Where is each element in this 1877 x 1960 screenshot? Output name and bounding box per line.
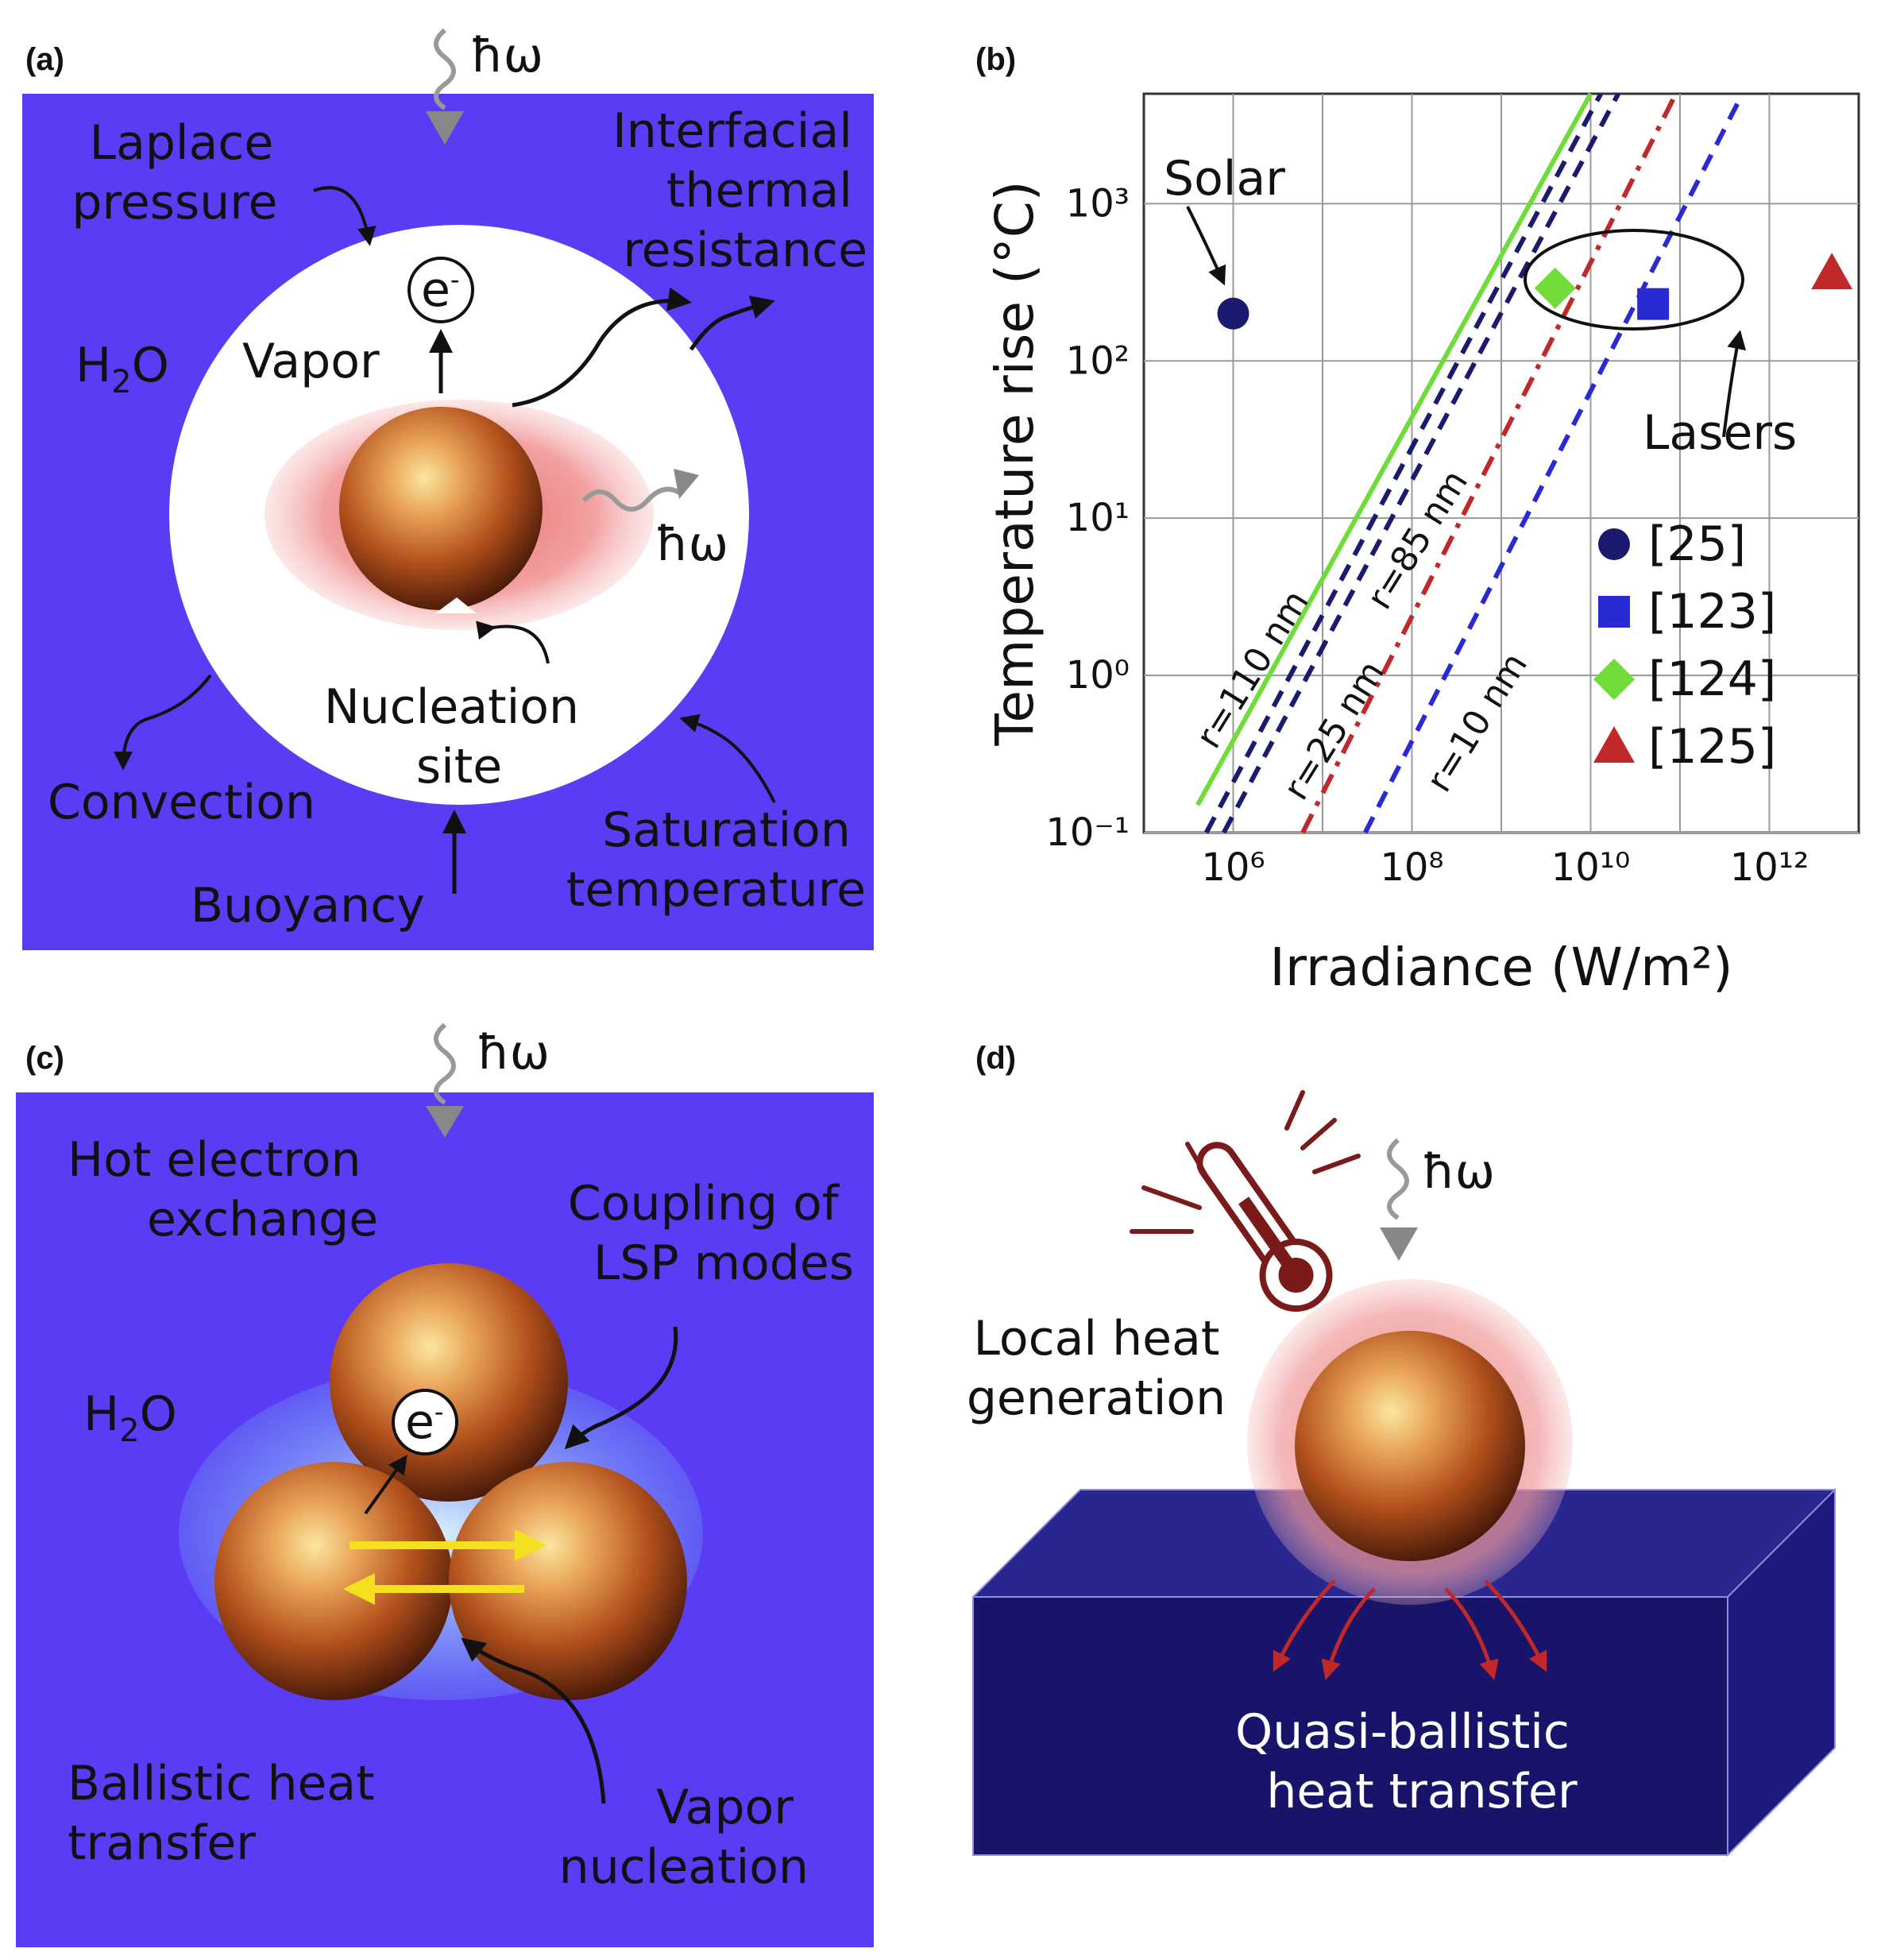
lasers-annotation: Lasers [1643, 405, 1797, 461]
legend: [25] [123] [124] [125] [1593, 516, 1776, 775]
legend-label: [25] [1648, 516, 1746, 572]
legend-marker [1593, 659, 1635, 700]
hot-electron-label: Hot electron exchange [68, 1132, 378, 1247]
y-tick-label: 10² [1066, 338, 1130, 383]
coupling-label: Coupling of LSP modes [568, 1176, 854, 1291]
series-line [1363, 92, 1745, 834]
water-label-c: H2O [83, 1386, 177, 1449]
x-tick-label: 10¹² [1730, 845, 1809, 890]
photon-icon-d [1380, 1138, 1418, 1261]
heat-flow-arrow-outer [689, 296, 775, 351]
vapor-label: Vapor [242, 334, 380, 389]
vapor-nucleation-label: Vapor nucleation [559, 1780, 809, 1895]
panel-c: (c) ħω Hot electron exchange Coupling of… [16, 1023, 874, 1947]
nucleation-arrow-c [461, 1637, 606, 1804]
heat-rays [1130, 1090, 1361, 1234]
lasers-ellipse [1524, 229, 1744, 331]
panel-a: (a) ħω Laplace pressure Interfacial ther… [22, 28, 874, 950]
solar-annotation: Solar [1164, 151, 1285, 207]
emitted-photon-icon [581, 486, 681, 512]
data-points [1217, 253, 1853, 330]
lasers-arrow [1722, 330, 1747, 438]
series-line [1300, 92, 1678, 834]
photon-icon [426, 28, 464, 145]
legend-label: [124] [1648, 651, 1776, 707]
interfacial-label: Interfacial thermal resistance [612, 103, 867, 278]
x-tick-label: 10⁸ [1380, 845, 1443, 890]
panel-d: (d) ħω [967, 1041, 1836, 1858]
data-point [1637, 288, 1670, 320]
emitted-photon-label: ħω [655, 516, 728, 572]
electron-arrow-c [364, 1455, 407, 1515]
legend-marker [1598, 596, 1630, 628]
y-tick-label: 10⁰ [1066, 653, 1130, 698]
solar-arrow [1186, 206, 1226, 286]
series-line [1203, 92, 1603, 834]
panel-b-label: (b) [975, 42, 1016, 77]
panel-d-label: (d) [975, 1041, 1016, 1076]
emitted-photon-head [674, 469, 699, 499]
data-point [1534, 267, 1576, 309]
series-line [1221, 92, 1620, 834]
grid [1144, 94, 1859, 833]
convection-label: Convection [48, 775, 315, 830]
thermometer-icon [1196, 1142, 1333, 1312]
local-heat-label: Local heat generation [967, 1311, 1235, 1426]
series-line [1195, 92, 1593, 806]
convection-arrow [114, 674, 212, 771]
y-ticks: 10⁻¹ 10⁰ 10¹ 10² 10³ [1045, 181, 1130, 855]
water-label: H2O [75, 338, 169, 400]
legend-label: [123] [1648, 584, 1776, 640]
data-point [1217, 297, 1249, 330]
electron-label-c: e- [405, 1394, 443, 1450]
ballistic-label: Ballistic heat transfer [68, 1756, 390, 1871]
electron-icon-c [392, 1389, 458, 1456]
y-tick-label: 10⁻¹ [1045, 810, 1130, 855]
electron-label: e- [421, 262, 459, 318]
x-tick-label: 10⁶ [1201, 845, 1265, 890]
photon-label-d: ħω [1422, 1144, 1495, 1200]
x-tick-label: 10¹⁰ [1551, 845, 1631, 890]
legend-label: [125] [1648, 719, 1776, 775]
x-ticks: 10⁶ 10⁸ 10¹⁰ 10¹² [1201, 845, 1809, 890]
nanoparticle-right [449, 1462, 687, 1700]
nucleation-label: Nucleation site [324, 679, 594, 794]
data-point [1811, 253, 1853, 290]
panel-a-label: (a) [25, 42, 64, 77]
electron-icon [407, 257, 474, 323]
legend-marker [1598, 528, 1630, 560]
saturation-label: Saturation temperature [566, 802, 866, 918]
y-tick-label: 10¹ [1066, 496, 1130, 540]
buoyancy-label: Buoyancy [191, 878, 425, 934]
nucleation-site-marker [435, 597, 477, 613]
legend-marker [1593, 726, 1635, 763]
series-lines [1195, 92, 1745, 834]
nanoparticle-top [330, 1263, 568, 1502]
laplace-arrow [313, 186, 377, 246]
heat-flow-arrow [512, 287, 692, 408]
y-tick-label: 10³ [1066, 181, 1130, 226]
nanoparticle-left [214, 1462, 453, 1700]
quasi-ballistic-label: Quasi-ballistic heat transfer [1235, 1704, 1585, 1819]
substrate-block [972, 1487, 1836, 1858]
nanoparticle-d [1295, 1331, 1525, 1561]
photon-label: ħω [470, 28, 543, 83]
photon-label-c: ħω [477, 1025, 550, 1081]
nanoparticle [339, 407, 543, 610]
laplace-label: Laplace pressure [71, 115, 288, 230]
saturation-arrow [679, 713, 776, 803]
panel-c-label: (c) [25, 1041, 64, 1076]
coupling-arrow [564, 1326, 678, 1450]
nucleation-arrow [476, 620, 550, 664]
y-axis-title: Temperature rise (°C) [984, 180, 1045, 746]
x-axis-title: Irradiance (W/m²) [1269, 937, 1732, 998]
heat-flow-arrows [1273, 1579, 1547, 1680]
photon-icon-c [426, 1023, 464, 1138]
